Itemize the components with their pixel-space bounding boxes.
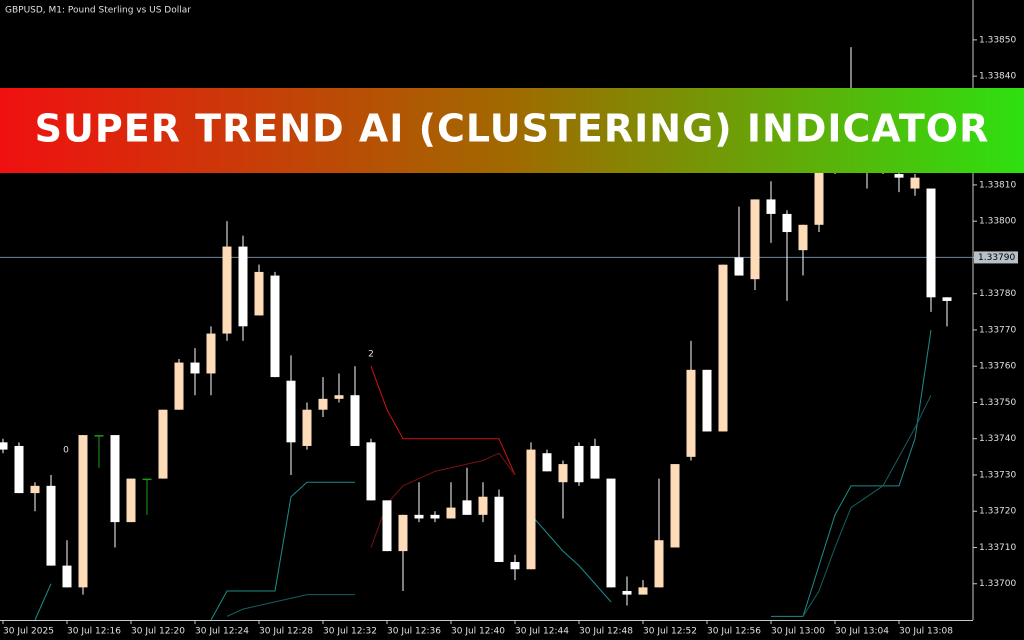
candle-body [606, 478, 616, 588]
x-tick-label: 30 Jul 12:44 [515, 627, 569, 637]
candle-body [798, 224, 808, 251]
candle-body [254, 271, 264, 316]
candle-body [686, 369, 696, 457]
candle-body [750, 199, 760, 280]
candle-body [654, 540, 664, 588]
y-tick-label: 1.33780 [979, 289, 1016, 299]
candle-body [382, 500, 392, 552]
candle-body [366, 442, 376, 501]
candle-body [302, 409, 312, 446]
y-tick-label: 1.33720 [979, 507, 1016, 517]
candle-body [14, 445, 24, 494]
candle-body [334, 395, 344, 399]
y-tick-label: 1.33700 [979, 579, 1016, 589]
x-tick-label: 30 Jul 13:04 [835, 627, 889, 637]
candle-body [174, 362, 184, 410]
candle-body [414, 514, 424, 519]
y-tick-label: 1.33810 [979, 180, 1016, 190]
candle-body [718, 264, 728, 432]
candle-body [446, 507, 456, 519]
candle-body [670, 464, 680, 548]
candle-body [638, 587, 648, 595]
candle-body [62, 565, 72, 588]
candle-body [766, 199, 776, 214]
current-price-label: 1.33790 [978, 253, 1015, 263]
candle-body [542, 453, 552, 472]
candle-body [590, 445, 600, 479]
candle-body [318, 398, 328, 410]
candle-body [910, 177, 920, 189]
candle-body [558, 464, 568, 483]
y-tick-label: 1.33740 [979, 434, 1016, 444]
candle-body [574, 445, 584, 483]
candle-body [478, 496, 488, 515]
candle-body [46, 485, 56, 566]
candle-body [926, 188, 936, 298]
candle-body [78, 435, 88, 588]
signal-label: 0 [63, 446, 69, 456]
y-tick-label: 1.33750 [979, 398, 1016, 408]
candle-body [110, 435, 120, 523]
chart-header: GBPUSD, M1: Pound Sterling vs US Dollar [5, 6, 191, 16]
x-tick-label: 30 Jul 12:40 [451, 627, 505, 637]
x-tick-label: 30 Jul 12:32 [323, 627, 377, 637]
supertrend-line [226, 394, 932, 617]
candle-body [894, 174, 904, 178]
x-tick-label: 30 Jul 12:56 [707, 627, 761, 637]
candle-body [782, 213, 792, 233]
supertrend-line [34, 329, 932, 621]
x-tick-label: 30 Jul 13:08 [899, 627, 953, 637]
candle-body [142, 478, 152, 481]
y-tick-label: 1.33800 [979, 217, 1016, 227]
x-tick-label: 30 Jul 13:00 [771, 627, 825, 637]
candle-body [734, 257, 744, 276]
supertrend-line [370, 452, 516, 548]
candle-body [238, 246, 248, 327]
signal-label: 2 [368, 350, 374, 360]
candle-body [526, 449, 536, 570]
x-tick-label: 30 Jul 12:48 [579, 627, 633, 637]
y-tick-label: 1.33760 [979, 362, 1016, 372]
plot-area [0, 47, 973, 621]
candle-body [94, 435, 104, 437]
candle-body [510, 561, 520, 570]
x-tick-label: 30 Jul 12:16 [67, 627, 121, 637]
y-tick-label: 1.33850 [979, 35, 1016, 45]
x-tick-label: 30 Jul 12:28 [259, 627, 313, 637]
y-tick-label: 1.33710 [979, 543, 1016, 553]
x-tick-label: 30 Jul 12:20 [131, 627, 185, 637]
candle-body [0, 442, 8, 450]
candle-body [814, 166, 824, 225]
candle-body [206, 333, 216, 374]
banner-background [0, 88, 1024, 173]
banner-title: SUPER TREND AI (CLUSTERING) INDICATOR [35, 107, 990, 151]
candle-body [350, 395, 360, 446]
x-tick-label: 30 Jul 12:52 [643, 627, 697, 637]
y-tick-label: 1.33840 [979, 72, 1016, 82]
candle-body [622, 590, 632, 595]
y-tick-label: 1.33730 [979, 470, 1016, 480]
candle-body [942, 297, 952, 301]
candle-body [270, 275, 280, 378]
candle-body [702, 369, 712, 432]
candle-body [158, 409, 168, 479]
candle-body [30, 485, 40, 494]
x-tick-label: 30 Jul 12:24 [195, 627, 249, 637]
candle-body [398, 514, 408, 552]
candle-body [494, 496, 504, 562]
x-tick-label: 30 Jul 2025 [3, 627, 54, 637]
candle-body [430, 514, 440, 519]
candle-body [222, 246, 232, 334]
candle-body [462, 500, 472, 515]
candle-body [126, 478, 136, 523]
x-tick-label: 30 Jul 12:36 [387, 627, 441, 637]
supertrend-line [370, 366, 516, 476]
candle-body [190, 362, 200, 374]
y-tick-label: 1.33770 [979, 325, 1016, 335]
current-price-box [974, 251, 1018, 264]
candle-body [286, 380, 296, 443]
